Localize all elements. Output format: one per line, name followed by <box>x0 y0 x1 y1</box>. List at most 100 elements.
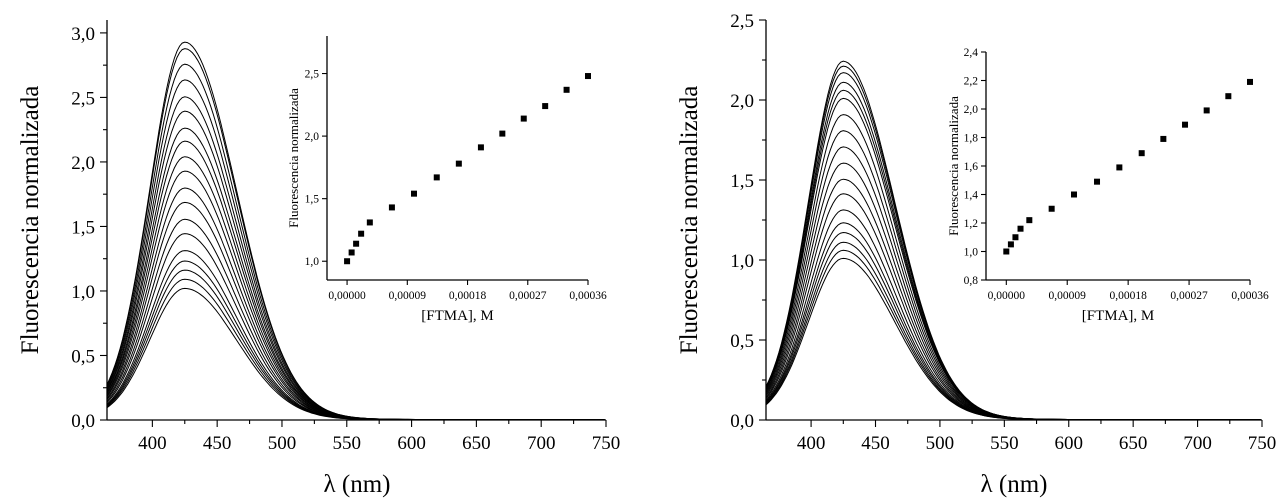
y-tick-label: 0,0 <box>730 411 754 432</box>
inset-data-point <box>542 103 549 110</box>
emission-curve-1 <box>765 257 1261 421</box>
inset-data-point <box>477 144 484 151</box>
emission-curve-19 <box>106 41 605 421</box>
x-tick-label: 550 <box>333 433 362 454</box>
inset-data-point <box>433 174 440 181</box>
y-tick-label: 2,5 <box>71 88 95 109</box>
inset-data-point <box>353 240 360 247</box>
inset-data-point <box>1225 93 1232 100</box>
y-axis-title: Fluorescencia normalizada <box>17 86 44 355</box>
inset-y-tick-label: 1,0 <box>964 247 979 259</box>
x-tick-label: 450 <box>861 433 890 454</box>
y-tick-label: 1,0 <box>730 251 754 272</box>
inset-data-point <box>1012 234 1019 241</box>
inset-data-point <box>1160 135 1167 142</box>
inset-data-point <box>455 160 462 167</box>
x-tick-label: 500 <box>268 433 297 454</box>
inset-y-tick-label: 2,0 <box>305 131 320 143</box>
x-tick-label: 650 <box>462 433 491 454</box>
inset-y-tick-label: 0,8 <box>964 275 979 287</box>
x-tick-label: 650 <box>1119 433 1148 454</box>
inset-background <box>327 36 588 280</box>
inset-data-point <box>1116 164 1123 171</box>
inset-data-point <box>348 249 355 256</box>
x-tick-label: 400 <box>138 433 167 454</box>
inset-x-tick-label: 0,00000 <box>988 290 1026 302</box>
x-axis-title: λ (nm) <box>324 471 391 498</box>
emission-curves <box>765 60 1261 421</box>
inset-data-point <box>1182 121 1189 128</box>
inset-data-point <box>1026 217 1033 224</box>
inset-data-point <box>585 73 591 80</box>
inset: 0,00000 0,00009 0,00018 0,00027 0,00036 1,0 1,… <box>286 36 607 324</box>
x-tick-label: 600 <box>1055 433 1084 454</box>
x-tick-label: 700 <box>1183 433 1212 454</box>
inset-x-tick-label: 0,00018 <box>1109 290 1147 302</box>
inset-data-point <box>520 115 527 122</box>
inset-data-point <box>388 204 395 211</box>
inset-data-point <box>1138 150 1145 157</box>
y-tick-label: 2,5 <box>730 11 754 32</box>
inset-y-tick-label: 2,0 <box>964 104 979 116</box>
inset-x-tick-label: 0,00000 <box>328 290 366 302</box>
inset-data-point <box>1071 191 1077 198</box>
inset-y-tick-label: 1,0 <box>305 256 320 268</box>
x-tick-label: 550 <box>990 433 1019 454</box>
inset-x-tick-label: 0,00009 <box>389 290 427 302</box>
y-axis-title: Fluorescencia normalizada <box>676 86 703 355</box>
inset-data-point <box>1247 78 1253 85</box>
inset-y-tick-label: 1,6 <box>964 161 979 173</box>
y-tick-label: 2,0 <box>730 91 754 112</box>
inset-data-point <box>1203 107 1210 114</box>
emission-curve-1 <box>106 287 605 421</box>
y-tick-label: 2,0 <box>71 153 95 174</box>
inset-x-axis-title: [FTMA], M <box>421 308 494 324</box>
inset-data-point <box>1094 178 1101 185</box>
inset-x-tick-label: 0,00036 <box>1231 290 1269 302</box>
panel-left: 400 450 500 550 600 650 700 750 0,0 0,5 1,0 1,5 2,0 2… <box>17 20 620 498</box>
x-tick-label: 450 <box>203 433 232 454</box>
x-tick-label: 750 <box>1248 433 1277 454</box>
inset-y-tick-label: 1,8 <box>964 133 979 145</box>
inset-x-tick-label: 0,00018 <box>449 290 487 302</box>
emission-curve-4 <box>106 260 605 421</box>
inset-data-point <box>366 219 373 226</box>
panel-right: 400 450 500 550 600 650 700 750 0,0 0,5 1,0 1,5 2,0 2… <box>676 11 1276 498</box>
inset-data-point <box>1048 205 1055 212</box>
y-tick-label: 0,5 <box>730 331 754 352</box>
y-tick-label: 0,5 <box>71 346 95 367</box>
inset-y-tick-label: 2,4 <box>964 47 979 59</box>
y-tick-label: 1,0 <box>71 282 95 303</box>
inset-x-axis-title: [FTMA], M <box>1082 308 1155 324</box>
inset-data-point <box>1007 241 1014 248</box>
inset-data-point <box>411 190 417 197</box>
x-tick-label: 600 <box>397 433 426 454</box>
inset-y-tick-label: 1,4 <box>964 190 979 202</box>
inset-y-axis-title: Fluorescencia normalizada <box>946 96 961 236</box>
inset-y-tick-label: 1,5 <box>305 194 320 206</box>
inset-x-tick-label: 0,00009 <box>1049 290 1087 302</box>
inset-data-point <box>1003 248 1010 255</box>
inset-y-axis-title: Fluorescencia normalizada <box>286 88 301 228</box>
x-tick-label: 400 <box>797 433 826 454</box>
inset-y-tick-label: 2,5 <box>305 69 320 81</box>
x-tick-label: 500 <box>926 433 955 454</box>
x-axis-title: λ (nm) <box>981 471 1048 498</box>
inset-data-point <box>344 258 351 265</box>
inset-x-tick-label: 0,00027 <box>509 290 547 302</box>
x-tick-label: 700 <box>527 433 556 454</box>
y-tick-label: 1,5 <box>730 171 754 192</box>
emission-curves <box>106 41 605 421</box>
x-tick-label: 750 <box>592 433 621 454</box>
inset-y-tick-label: 2,2 <box>964 76 979 88</box>
y-tick-label: 0,0 <box>71 411 95 432</box>
inset-x-tick-label: 0,00036 <box>569 290 607 302</box>
inset-y-tick-label: 1,2 <box>964 218 979 230</box>
y-tick-label: 3,0 <box>71 24 95 45</box>
inset-data-point <box>499 130 506 137</box>
emission-curve-18 <box>765 60 1261 421</box>
inset-data-point <box>358 230 365 237</box>
y-tick-label: 1,5 <box>71 217 95 238</box>
inset-data-point <box>1017 225 1024 232</box>
